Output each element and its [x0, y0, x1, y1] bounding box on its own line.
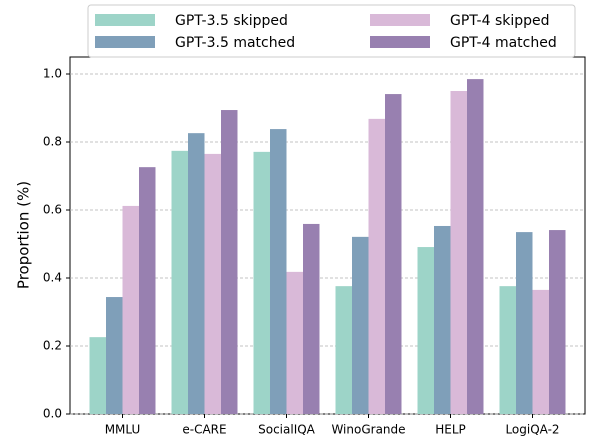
- bar: [532, 289, 549, 414]
- bar: [303, 223, 320, 414]
- grid: [70, 73, 585, 415]
- y-axis-label: Proportion (%): [15, 181, 33, 289]
- bar: [270, 129, 287, 414]
- y-tick-label: 0.8: [43, 135, 62, 149]
- y-tick-label: 0.4: [43, 271, 62, 285]
- bar: [434, 225, 451, 414]
- legend-swatch: [370, 14, 430, 26]
- bar: [106, 297, 123, 414]
- legend-box: [87, 4, 576, 58]
- legend-swatch: [95, 36, 155, 48]
- x-tick-label: HELP: [435, 423, 466, 437]
- x-tick-label: LogiQA-2: [505, 423, 559, 437]
- x-tick-label: WinoGrande: [331, 423, 405, 437]
- bar: [221, 110, 238, 414]
- legend-label: GPT-3.5 skipped: [175, 13, 288, 29]
- bar: [139, 167, 156, 414]
- y-tick-label: 0.2: [43, 339, 62, 353]
- legend-swatch: [95, 14, 155, 26]
- bar: [188, 133, 205, 414]
- bar: [335, 286, 352, 414]
- x-tick-label: MMLU: [105, 423, 141, 437]
- y-tick-label: 0.6: [43, 203, 62, 217]
- bar: [89, 337, 106, 414]
- bar: [467, 79, 484, 414]
- bar: [385, 94, 402, 414]
- bar: [286, 271, 303, 414]
- bar: [499, 286, 516, 414]
- legend-label: GPT-3.5 matched: [175, 35, 295, 51]
- legend-label: GPT-4 skipped: [450, 13, 550, 29]
- bar: [352, 236, 369, 414]
- bar: [122, 205, 139, 414]
- x-tick-label: SocialIQA: [258, 423, 316, 437]
- legend-swatch: [370, 36, 430, 48]
- bar: [450, 91, 467, 414]
- bar: [253, 151, 270, 415]
- x-tick-label: e-CARE: [182, 423, 226, 437]
- bar: [171, 150, 188, 414]
- bar: [417, 247, 434, 414]
- y-tick-label: 0.0: [43, 407, 62, 421]
- legend: GPT-3.5 skipped GPT-3.5 matched GPT-4 skip…: [95, 13, 557, 51]
- bar: [368, 118, 385, 414]
- y-tick-label: 1.0: [43, 67, 62, 81]
- legend-label: GPT-4 matched: [450, 35, 557, 51]
- bar: [516, 232, 533, 414]
- bar: [549, 230, 566, 414]
- bar: [204, 153, 221, 414]
